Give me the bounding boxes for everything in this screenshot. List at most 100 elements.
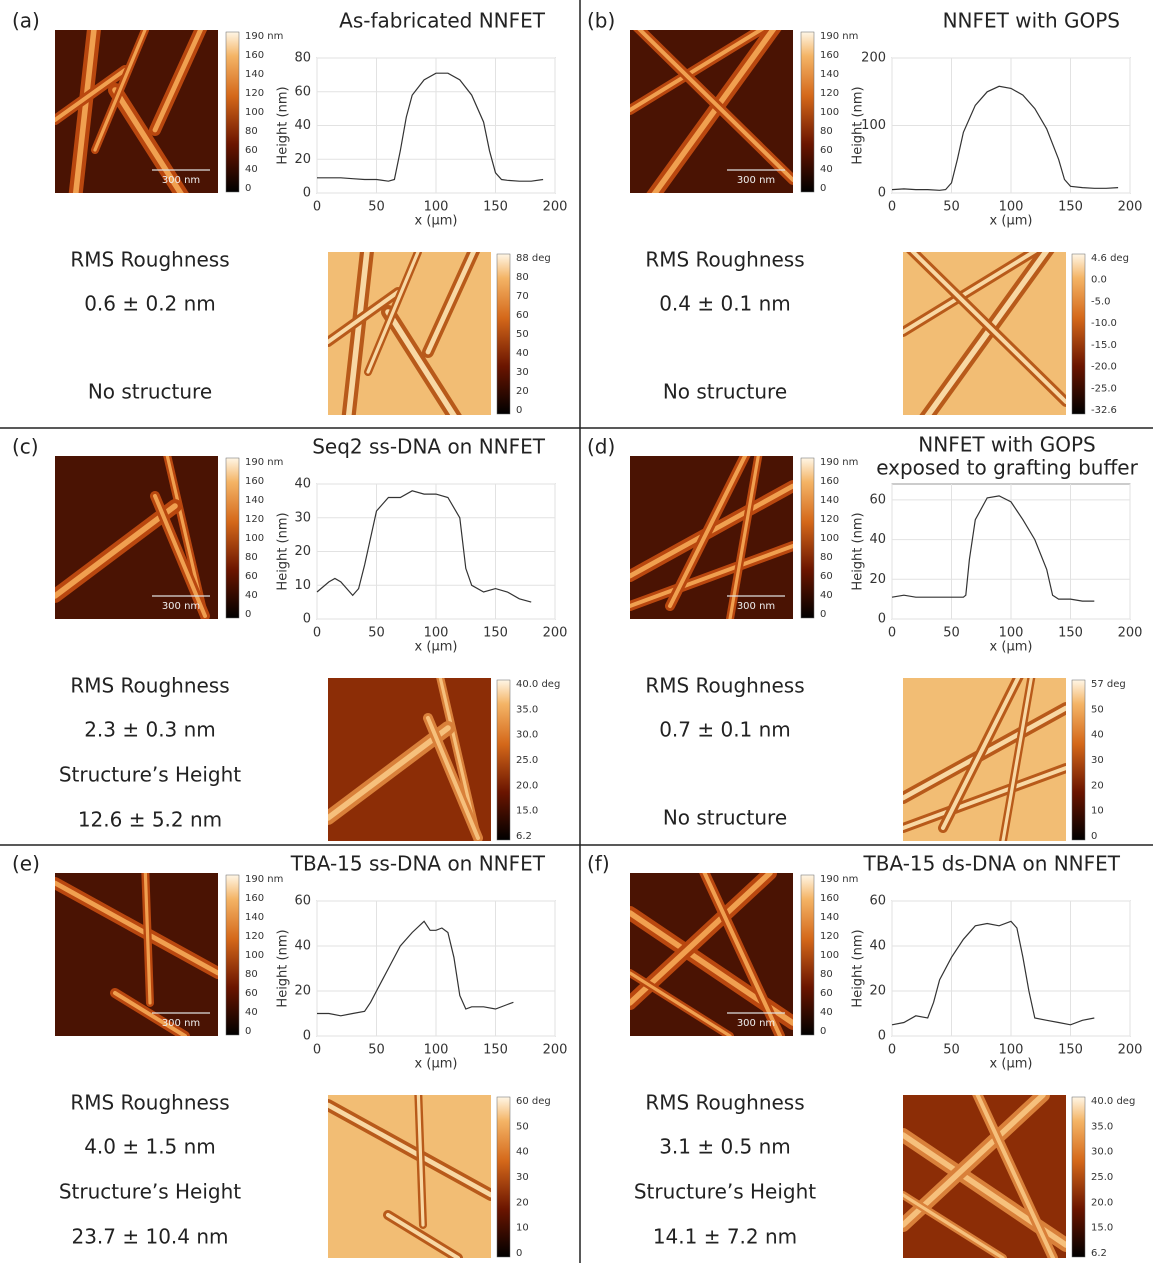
colorbar-label: 25.0 [516,755,538,766]
fiber-highlight [366,252,420,374]
x-axis-label: x (µm) [990,1057,1033,1072]
fiber-highlight [385,309,457,415]
panel-label: (d) [587,435,615,459]
panel: (b) 300 nm 190 nm 160 140 120 100 80 60 40 0 4.6 de… [587,9,1143,417]
colorbar-label: -15.0 [1091,340,1117,351]
x-tick-label: 150 [483,1043,508,1058]
colorbar-label: 30 [1091,755,1104,766]
height-image [55,30,218,193]
y-axis-label: Height (nm) [851,929,866,1007]
colorbar-label: 60 [245,988,258,999]
colorbar-label: 60 [820,571,833,582]
colorbar-label: 120 [245,88,264,99]
fiber-highlight [152,30,204,133]
height-image [630,873,793,1036]
colorbar-label: 80 [820,552,833,563]
x-tick-label: 150 [483,626,508,641]
colorbar-label: -10.0 [1091,318,1117,329]
colorbar [800,31,815,193]
colorbar-label: 0 [820,1026,826,1037]
colorbar-label: 190 nm [820,457,858,468]
x-tick-label: 200 [1118,200,1143,215]
colorbar-label: 0 [245,609,251,620]
profile-line [891,920,1095,1026]
fiber-highlight [112,87,184,193]
colorbar-label: 80 [820,126,833,137]
x-tick-label: 50 [368,1043,385,1058]
colorbar [800,874,815,1036]
colorbar-label: 40 [245,164,258,175]
scale-bar-label: 300 nm [162,175,200,186]
colorbar-label: 80 [245,552,258,563]
fiber-highlight [668,456,748,608]
x-axis-label: x (µm) [415,214,458,229]
chart-title: As-fabricated NNFET [339,9,546,33]
fiber-highlight [328,1102,491,1198]
colorbar-label: 160 [245,893,264,904]
height-image [55,456,218,619]
y-tick-label: 0 [878,612,886,627]
chart-title: TBA-15 ss-DNA on NNFET [290,852,546,876]
colorbar-label: 6.2 [516,831,532,842]
x-tick-label: 200 [543,200,568,215]
stat-text: RMS Roughness [645,248,804,272]
colorbar-label: 10 [516,1223,529,1234]
chart-title: Seq2 ss-DNA on NNFET [312,435,546,459]
colorbar-label: 80 [516,272,529,283]
x-tick-label: 50 [368,200,385,215]
colorbar-label: 140 [245,69,264,80]
colorbar-label: 4.6 deg [1091,253,1129,264]
profile-line [317,920,514,1017]
colorbar-label: 6.2 [1091,1248,1107,1259]
stat-text: 4.0 ± 1.5 nm [84,1135,216,1159]
colorbar-label: 40 [245,590,258,601]
height-image [630,30,793,193]
colorbar-label: 30.0 [1091,1147,1113,1158]
colorbar-label: 60 [245,571,258,582]
colorbar-label: 60 [820,988,833,999]
y-axis-label: Height (nm) [851,512,866,590]
fiber-highlight [328,290,400,344]
fiber-highlight [426,716,480,840]
stat-text: 0.4 ± 0.1 nm [659,292,791,316]
colorbar-label: 50 [1091,704,1104,715]
colorbar-label: 40 [516,348,529,359]
chart-title: exposed to grafting buffer [876,456,1138,480]
colorbar-label: 20 [516,1197,529,1208]
profile-line [891,495,1095,602]
colorbar-label: 80 [245,969,258,980]
y-tick-label: 0 [878,186,886,201]
colorbar-label: -32.6 [1091,405,1117,416]
x-tick-label: 200 [543,1043,568,1058]
colorbar-label: 100 [820,107,839,118]
fiber-highlight [637,30,793,182]
colorbar-label: 0 [820,183,826,194]
y-tick-label: 200 [861,51,886,66]
colorbar-label: -5.0 [1091,296,1111,307]
chart-title: TBA-15 ds-DNA on NNFET [863,852,1121,876]
y-axis-label: Height (nm) [276,512,291,590]
colorbar-label: 40 [245,1007,258,1018]
y-tick-label: 20 [294,984,311,999]
fiber-highlight [702,873,782,1036]
y-tick-label: 40 [294,939,311,954]
y-tick-label: 60 [294,84,311,99]
y-tick-label: 40 [869,939,886,954]
fiber-highlight [630,544,793,608]
x-tick-label: 150 [1058,1043,1083,1058]
colorbar-label: 20.0 [1091,1197,1113,1208]
stat-text: 14.1 ± 7.2 nm [653,1225,797,1249]
panel: (a) 300 nm 190 nm 160 140 120 100 80 60 40 0 88 deg… [12,9,568,417]
colorbar-label: 190 nm [820,874,858,885]
fiber-highlight [345,252,370,415]
colorbar-label: 140 [820,495,839,506]
profile-line [316,490,532,603]
colorbar-label: 40.0 deg [516,679,560,690]
fiber-highlight [328,725,451,821]
colorbar [496,679,511,841]
stat-text: Structure’s Height [59,1180,241,1204]
colorbar-label: 120 [245,514,264,525]
x-tick-label: 150 [1058,626,1083,641]
